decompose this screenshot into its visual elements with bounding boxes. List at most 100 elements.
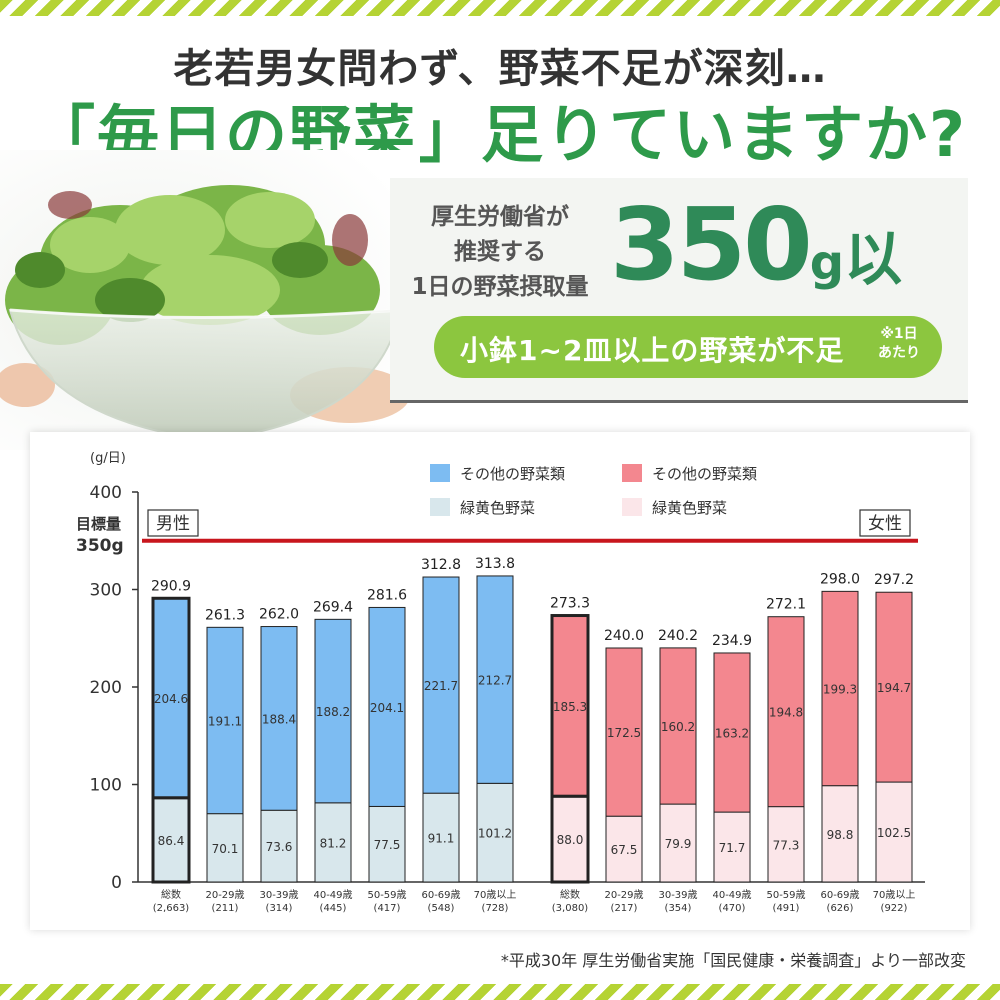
data-label-other: 188.2 bbox=[316, 705, 350, 719]
legend-male-green-yellow-label: 緑黄色野菜 bbox=[460, 499, 535, 517]
data-label-green-yellow: 73.6 bbox=[266, 840, 293, 854]
x-tick-sample-size: (548) bbox=[428, 903, 455, 914]
data-label-green-yellow: 77.3 bbox=[773, 838, 800, 852]
bar-segment-other bbox=[550, 614, 590, 798]
legend-female-green-yellow-swatch bbox=[622, 498, 642, 516]
data-label-other: 221.7 bbox=[424, 679, 458, 693]
data-label-total: 261.3 bbox=[205, 607, 245, 623]
bar-segment-green-yellow bbox=[422, 792, 460, 883]
data-label-other: 191.1 bbox=[208, 714, 242, 728]
x-tick-label: 60-69歳 bbox=[421, 889, 460, 901]
bar-segment-other bbox=[875, 591, 913, 783]
data-label-other: 194.8 bbox=[769, 706, 803, 720]
bar-segment-green-yellow bbox=[368, 805, 406, 883]
shortfall-note-line: あたり bbox=[878, 345, 920, 361]
bar-segment-green-yellow bbox=[713, 811, 751, 883]
target-label-line: 目標量 bbox=[76, 515, 121, 533]
x-tick-sample-size: (354) bbox=[665, 903, 692, 914]
y-tick-label: 300 bbox=[90, 581, 122, 601]
shortfall-note: ※1日 あたり bbox=[864, 325, 934, 363]
data-label-green-yellow: 70.1 bbox=[212, 842, 239, 856]
data-label-total: 269.4 bbox=[313, 599, 353, 615]
group-label-female-box bbox=[859, 509, 911, 537]
legend-male-other-label: その他の野菜類 bbox=[460, 465, 565, 483]
recommended-amount-unit: g bbox=[809, 235, 845, 291]
data-label-other: 212.7 bbox=[478, 674, 512, 688]
data-label-green-yellow: 102.5 bbox=[877, 826, 911, 840]
source-note: *平成30年 厚生労働省実施「国民健康・栄養調査」より一部改変 bbox=[500, 951, 966, 970]
bar-segment-green-yellow bbox=[476, 782, 514, 883]
recommendation-label-line: 厚生労働省が bbox=[431, 204, 569, 230]
bar-segment-other bbox=[476, 575, 514, 784]
x-tick-sample-size: (314) bbox=[266, 903, 293, 914]
recommendation-label-line: 推奨する bbox=[454, 239, 546, 265]
legend-female-other-label: その他の野菜類 bbox=[652, 465, 757, 483]
shortfall-note-line: ※1日 bbox=[880, 326, 918, 342]
data-label-green-yellow: 91.1 bbox=[428, 832, 455, 846]
bar-segment-other bbox=[314, 618, 352, 804]
x-tick-sample-size: (470) bbox=[719, 903, 746, 914]
x-tick-label: 20-29歳 bbox=[604, 889, 643, 901]
x-tick-sample-size: (417) bbox=[374, 903, 401, 914]
x-tick-sample-size: (217) bbox=[611, 903, 638, 914]
target-label-line: 350g bbox=[76, 536, 124, 556]
salad-bowl-illustration bbox=[0, 150, 420, 450]
x-tick-label: 40-49歳 bbox=[712, 889, 751, 901]
bar-segment-green-yellow bbox=[550, 794, 590, 884]
bar-segment-other bbox=[659, 647, 697, 805]
vegetable-intake-chart: (g/日) 0 100 200 300 400 目標量 350g 男性 女性 その他の野菜類緑黄色野… bbox=[76, 451, 925, 914]
data-label-green-yellow: 101.2 bbox=[478, 827, 512, 841]
y-axis-unit: (g/日) bbox=[90, 451, 126, 466]
bar-segment-green-yellow bbox=[821, 785, 859, 883]
chart-card: (g/日) 0 100 200 300 400 目標量 350g 男性 女性 その他の野菜類 緑黄色野… bbox=[30, 432, 970, 930]
data-label-other: 204.6 bbox=[154, 692, 188, 706]
recommended-amount-number: 350 bbox=[610, 186, 813, 303]
x-tick-label: 総数 bbox=[560, 888, 580, 901]
recommendation-label: 厚生労働省が 推奨する 1日の野菜摂取量 bbox=[400, 200, 600, 305]
bar-segment-green-yellow bbox=[767, 806, 805, 883]
x-tick-label: 20-29歳 bbox=[205, 889, 244, 901]
x-tick-sample-size: (2,663) bbox=[153, 903, 190, 914]
x-tick-sample-size: (922) bbox=[881, 903, 908, 914]
data-label-green-yellow: 81.2 bbox=[320, 836, 347, 850]
x-tick-sample-size: (211) bbox=[212, 903, 239, 914]
data-label-other: 163.2 bbox=[715, 727, 749, 741]
data-label-total: 297.2 bbox=[874, 572, 914, 588]
bar-segment-other bbox=[422, 576, 460, 794]
headline: 老若男女問わず、野菜不足が深刻… bbox=[173, 46, 827, 92]
data-label-green-yellow: 88.0 bbox=[557, 833, 584, 847]
x-tick-sample-size: (3,080) bbox=[552, 903, 589, 914]
shortfall-pill: 小鉢1~2皿以上の野菜が不足 ※1日 あたり bbox=[434, 316, 942, 378]
data-label-total: 240.2 bbox=[658, 628, 698, 644]
data-label-green-yellow: 98.8 bbox=[827, 828, 854, 842]
bar-segment-other bbox=[767, 616, 805, 808]
legend-male-green-yellow-swatch bbox=[430, 498, 450, 516]
x-tick-label: 30-39歳 bbox=[658, 889, 697, 901]
data-label-other: 188.4 bbox=[262, 712, 296, 726]
recommendation-label-line: 1日の野菜摂取量 bbox=[411, 274, 589, 300]
recommended-amount: 350g以上 bbox=[610, 186, 960, 384]
legend-male-other-swatch bbox=[430, 464, 450, 482]
bar-segment-other bbox=[368, 606, 406, 807]
shortfall-text: 小鉢1~2皿以上の野菜が不足 bbox=[460, 334, 845, 367]
y-tick-label: 400 bbox=[90, 483, 122, 503]
bar-segment-green-yellow bbox=[314, 802, 352, 883]
x-tick-sample-size: (626) bbox=[827, 903, 854, 914]
x-tick-sample-size: (491) bbox=[773, 903, 800, 914]
data-label-total: 273.3 bbox=[550, 596, 590, 612]
x-tick-sample-size: (445) bbox=[320, 903, 347, 914]
data-label-other: 160.2 bbox=[661, 720, 695, 734]
bar-segment-other bbox=[206, 626, 244, 815]
data-label-total: 312.8 bbox=[421, 557, 461, 573]
x-tick-sample-size: (728) bbox=[482, 903, 509, 914]
x-tick-label: 50-59歳 bbox=[766, 889, 805, 901]
x-tick-label: 60-69歳 bbox=[820, 889, 859, 901]
x-tick-label: 50-59歳 bbox=[367, 889, 406, 901]
x-tick-label: 総数 bbox=[161, 888, 181, 901]
data-label-other: 199.3 bbox=[823, 683, 857, 697]
recommendation-panel: 厚生労働省が 推奨する 1日の野菜摂取量 350g以上 小鉢1~2皿以上の野菜が… bbox=[390, 178, 968, 403]
data-label-green-yellow: 77.5 bbox=[374, 838, 401, 852]
bar-segment-green-yellow bbox=[605, 815, 643, 883]
data-label-total: 272.1 bbox=[766, 597, 806, 613]
data-label-total: 281.6 bbox=[367, 587, 407, 603]
